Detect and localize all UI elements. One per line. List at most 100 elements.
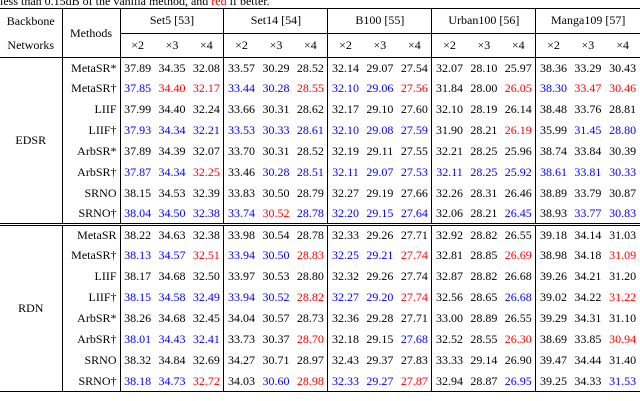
value-cell: 37.87 bbox=[124, 164, 152, 179]
value-cell: 38.04 bbox=[120, 203, 155, 227]
value-cell: 30.33 bbox=[609, 164, 637, 179]
methods-header: Methods bbox=[62, 8, 121, 58]
value-cell: 32.11 bbox=[436, 164, 463, 179]
value-cell: 32.10 bbox=[435, 102, 463, 117]
value-cell: 38.93 bbox=[535, 203, 571, 227]
value-cell: 38.13 bbox=[124, 248, 152, 263]
method-cell: MetaSR† bbox=[62, 245, 121, 267]
value-cell: 38.15 bbox=[124, 185, 152, 200]
value-cell: 27.56 bbox=[397, 78, 433, 100]
table-row: LIIF† 38.15 34.58 32.49 33.94 30.52 28.82 32.27… bbox=[0, 287, 640, 309]
value-cell: 34.14 bbox=[574, 228, 602, 243]
value-cell: 28.73 bbox=[293, 308, 329, 330]
value-cell: 33.74 bbox=[223, 203, 259, 227]
value-cell: 30.46 bbox=[609, 81, 637, 96]
method-cell: SRNO† bbox=[62, 203, 121, 227]
value-cell: 32.27 bbox=[332, 290, 360, 305]
value-cell: 34.21 bbox=[574, 269, 602, 284]
value-cell: 31.90 bbox=[435, 123, 463, 138]
value-cell: 30.94 bbox=[609, 332, 637, 347]
value-cell: 28.55 bbox=[470, 332, 498, 347]
method-cell: SRNO bbox=[62, 349, 121, 371]
value-cell: 34.34 bbox=[158, 123, 186, 138]
value-cell: 32.38 bbox=[189, 224, 225, 246]
value-cell: 27.74 bbox=[397, 287, 433, 309]
value-cell: 29.07 bbox=[366, 60, 394, 75]
value-cell: 33.94 bbox=[228, 248, 256, 263]
value-cell: 32.72 bbox=[189, 370, 225, 393]
value-cell: 38.61 bbox=[539, 164, 567, 179]
value-cell: 34.73 bbox=[154, 370, 190, 393]
value-cell: 32.43 bbox=[332, 352, 360, 367]
value-cell: 27.74 bbox=[397, 266, 433, 288]
value-cell: 27.55 bbox=[397, 141, 433, 162]
value-cell: 33.79 bbox=[574, 185, 602, 200]
value-cell: 29.08 bbox=[366, 123, 394, 138]
value-cell: 28.78 bbox=[293, 224, 329, 246]
value-cell: 33.76 bbox=[574, 102, 602, 117]
value-cell: 34.50 bbox=[154, 203, 190, 227]
value-cell: 33.85 bbox=[574, 332, 602, 347]
value-cell: 29.26 bbox=[366, 228, 394, 243]
dataset-header: Set14 [54] bbox=[223, 8, 329, 34]
value-cell: 29.14 bbox=[470, 352, 498, 367]
value-cell: 33.84 bbox=[574, 144, 602, 158]
value-cell: 32.20 bbox=[327, 203, 363, 227]
table-header: Backbone Methods Set5 [53] Set14 [54] B100… bbox=[0, 8, 640, 58]
value-cell: 28.81 bbox=[609, 102, 637, 117]
value-cell: 34.40 bbox=[158, 102, 186, 117]
caption-red-word: red bbox=[211, 0, 227, 8]
value-cell: 34.39 bbox=[158, 144, 186, 158]
value-cell: 28.52 bbox=[293, 57, 329, 79]
value-cell: 38.36 bbox=[539, 60, 567, 75]
value-cell: 26.14 bbox=[501, 99, 537, 121]
table-row: SRNO† 38.04 34.50 32.38 33.74 30.52 28.78 32.20… bbox=[0, 203, 640, 227]
table-row: SRNO 38.15 34.53 32.39 33.83 30.50 28.79 32.27 2… bbox=[0, 182, 640, 204]
value-cell: 26.95 bbox=[501, 370, 537, 393]
value-cell: 27.59 bbox=[397, 120, 433, 142]
value-cell: 34.04 bbox=[228, 311, 256, 326]
value-cell: 25.96 bbox=[501, 141, 537, 162]
value-cell: 30.39 bbox=[609, 144, 637, 158]
value-cell: 29.26 bbox=[366, 269, 394, 284]
value-cell: 34.57 bbox=[158, 248, 186, 263]
scale-header: ×2 bbox=[431, 33, 467, 58]
value-cell: 32.25 bbox=[189, 161, 225, 183]
value-cell: 30.87 bbox=[609, 185, 637, 200]
value-cell: 26.68 bbox=[501, 266, 537, 288]
caption: less than 0.15dB of the vanilla method, … bbox=[0, 0, 270, 9]
value-cell: 39.18 bbox=[539, 228, 567, 243]
value-cell: 32.49 bbox=[189, 287, 225, 309]
value-cell: 31.40 bbox=[609, 352, 637, 367]
value-cell: 32.33 bbox=[332, 228, 360, 243]
scale-header: ×4 bbox=[605, 33, 640, 58]
value-cell: 33.73 bbox=[228, 332, 256, 347]
value-cell: 37.99 bbox=[124, 102, 152, 117]
value-cell: 32.07 bbox=[435, 60, 463, 75]
value-cell: 32.50 bbox=[189, 266, 225, 288]
value-cell: 34.27 bbox=[228, 352, 256, 367]
value-cell: 32.69 bbox=[189, 349, 225, 371]
method-cell: SRNO† bbox=[62, 370, 121, 393]
value-cell: 25.97 bbox=[501, 57, 537, 79]
value-cell: 34.68 bbox=[158, 311, 186, 326]
value-cell: 34.68 bbox=[158, 269, 186, 284]
value-cell: 27.74 bbox=[397, 245, 433, 267]
value-cell: 26.69 bbox=[501, 245, 537, 267]
value-cell: 29.20 bbox=[366, 290, 394, 305]
results-table: Backbone Methods Set5 [53] Set14 [54] B100… bbox=[0, 8, 640, 393]
value-cell: 28.70 bbox=[293, 329, 329, 350]
value-cell: 34.63 bbox=[158, 228, 186, 243]
value-cell: 34.35 bbox=[158, 60, 186, 75]
value-cell: 27.64 bbox=[397, 203, 433, 227]
value-cell: 26.55 bbox=[501, 308, 537, 330]
scale-header: ×3 bbox=[154, 33, 190, 58]
value-cell: 30.28 bbox=[262, 81, 290, 96]
networks-header: Networks bbox=[0, 33, 63, 58]
table-row: ArbSR* 37.89 34.39 32.07 33.70 30.31 28.52 32.1… bbox=[0, 141, 640, 162]
method-cell: MetaSR* bbox=[62, 57, 121, 79]
table-row: LIIF 38.17 34.68 32.50 33.97 30.53 28.80 32.32 2… bbox=[0, 266, 640, 288]
scale-header: ×2 bbox=[327, 33, 363, 58]
value-cell: 26.30 bbox=[501, 329, 537, 350]
value-cell: 34.34 bbox=[158, 164, 186, 179]
